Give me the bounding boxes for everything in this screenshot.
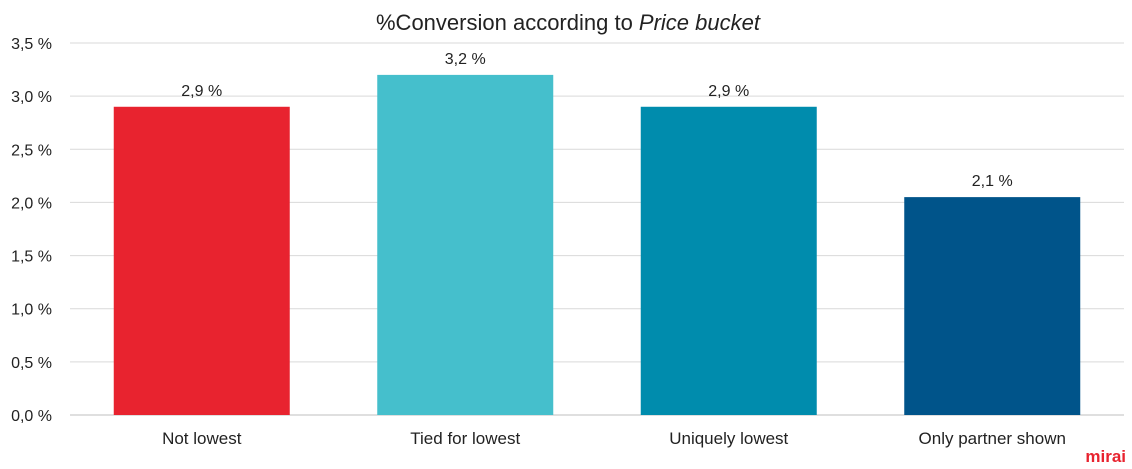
- y-tick-label: 2,5 %: [11, 142, 52, 159]
- chart-title: %Conversion according to Price bucket: [376, 10, 761, 35]
- x-axis-categories: Not lowest Tied for lowest Uniquely lowest…: [162, 429, 1066, 448]
- chart-title-main: %Conversion according to: [376, 10, 639, 35]
- data-label: 2,9 %: [708, 83, 749, 100]
- bar: [904, 197, 1081, 415]
- y-tick-label: 0,5 %: [11, 355, 52, 372]
- bar: [113, 106, 290, 416]
- bars: [113, 74, 1081, 416]
- bar: [377, 74, 554, 415]
- y-tick-label: 3,5 %: [11, 36, 52, 53]
- y-tick-label: 2,0 %: [11, 195, 52, 212]
- y-tick-label: 1,0 %: [11, 302, 52, 319]
- mirai-logo: mirai: [1085, 447, 1126, 466]
- x-tick-label: Not lowest: [162, 429, 242, 448]
- x-tick-label: Tied for lowest: [410, 429, 520, 448]
- data-labels: 2,9 % 3,2 % 2,9 % 2,1 %: [181, 51, 1012, 190]
- data-label: 3,2 %: [445, 51, 486, 68]
- y-tick-label: 3,0 %: [11, 89, 52, 106]
- chart-title-emphasis: Price bucket: [639, 10, 761, 35]
- bar: [640, 106, 817, 416]
- data-label: 2,1 %: [972, 173, 1013, 190]
- data-label: 2,9 %: [181, 83, 222, 100]
- y-tick-label: 0,0 %: [11, 408, 52, 425]
- y-axis-ticks: 0,0 % 0,5 % 1,0 % 1,5 % 2,0 % 2,5 % 3,0 % 3,5 %: [11, 36, 52, 425]
- x-tick-label: Only partner shown: [919, 429, 1066, 448]
- x-tick-label: Uniquely lowest: [669, 429, 788, 448]
- y-tick-label: 1,5 %: [11, 249, 52, 266]
